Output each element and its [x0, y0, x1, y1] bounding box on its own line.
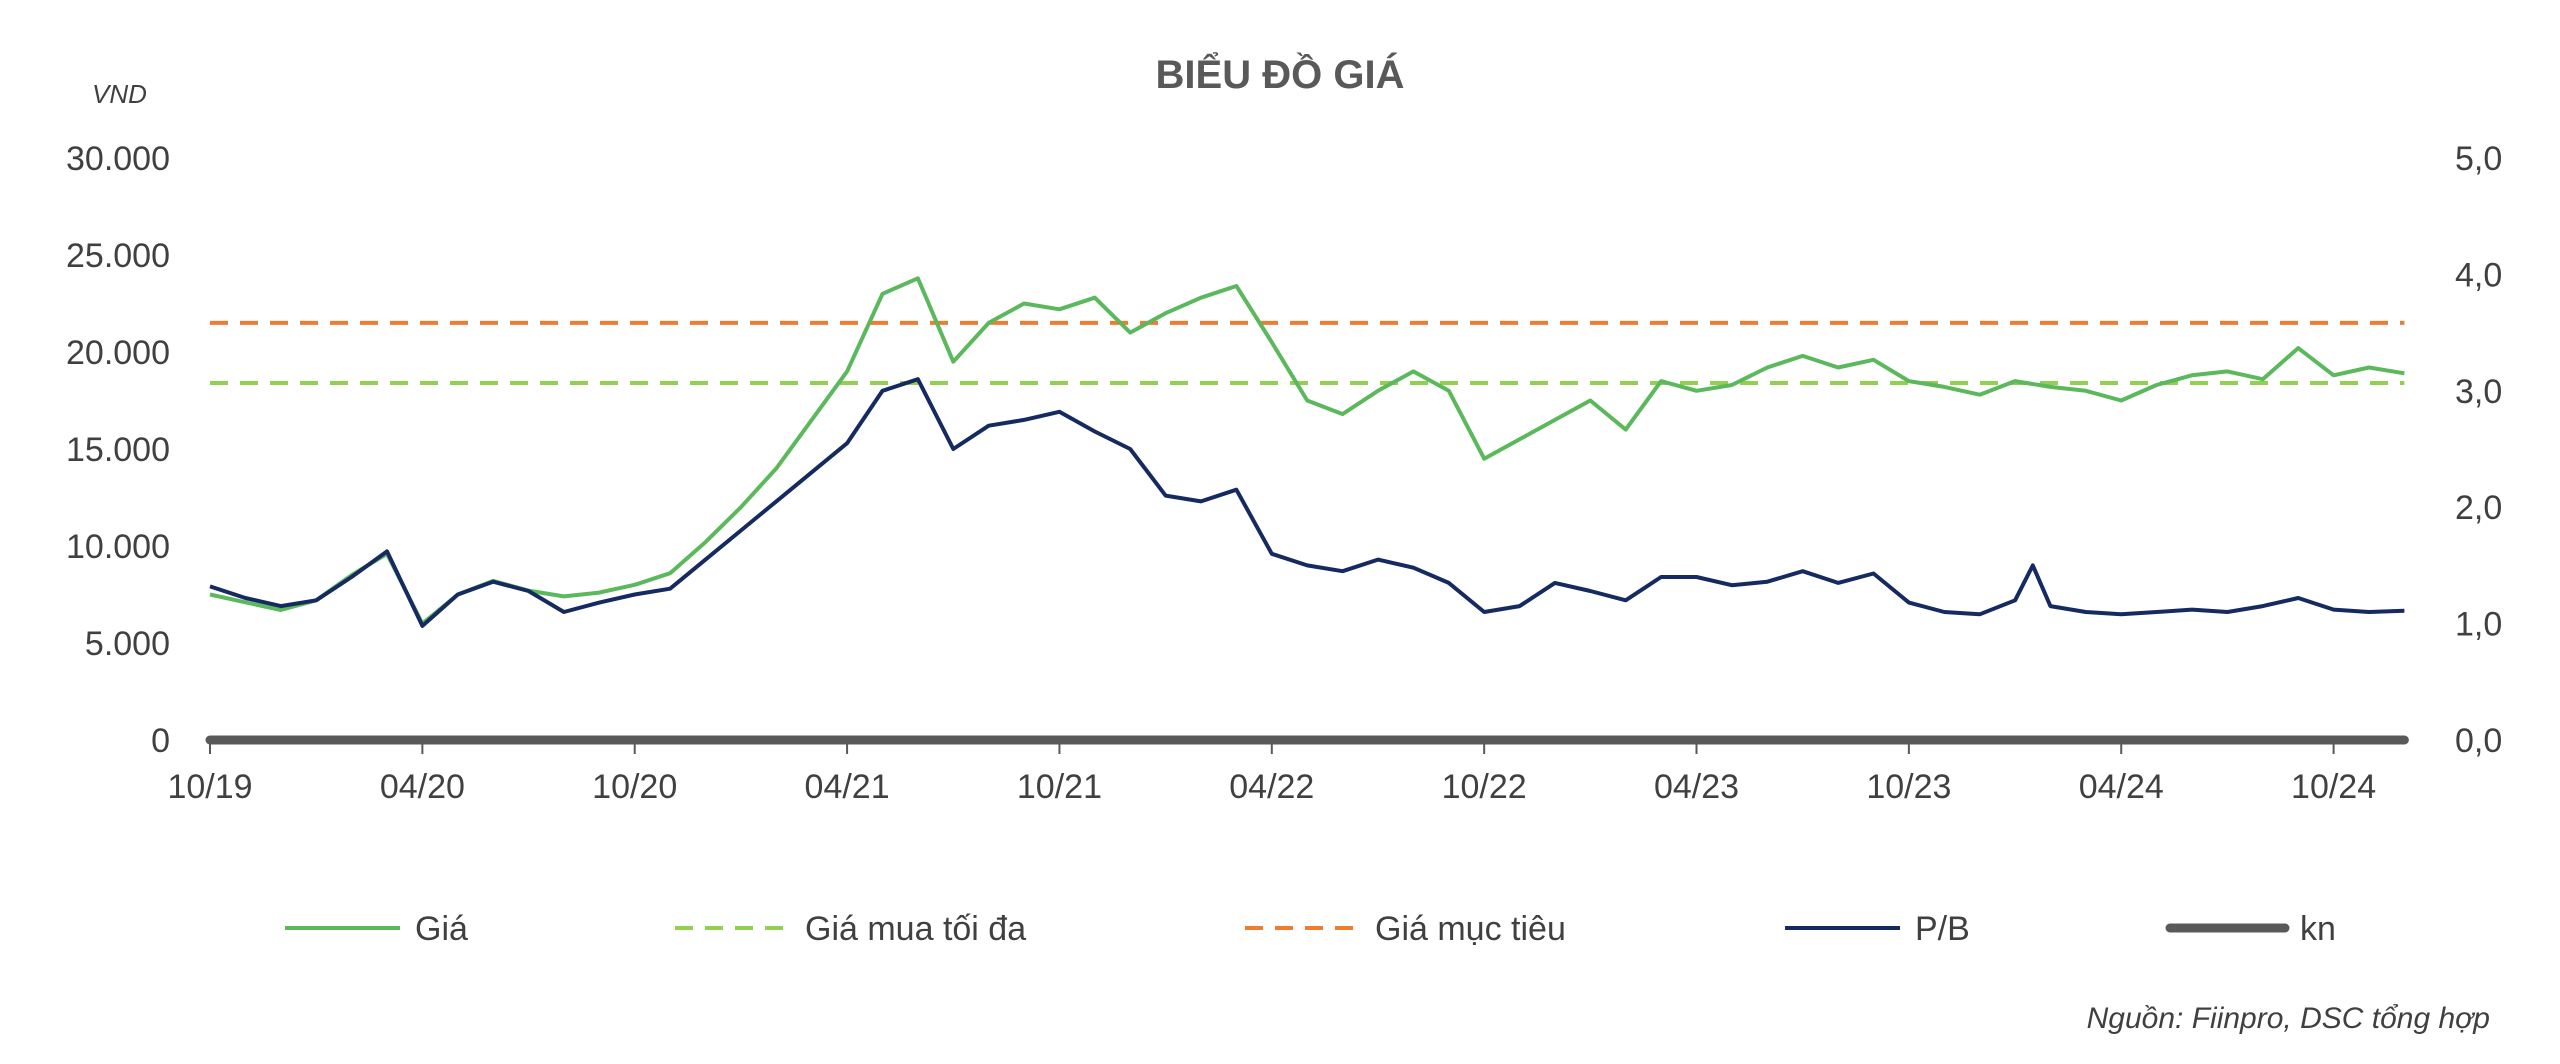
legend-label: Giá mua tối đa	[805, 910, 1026, 948]
x-tick-label: 04/21	[805, 768, 890, 806]
legend-label: Giá	[415, 910, 468, 948]
left-axis-unit: VND	[92, 79, 147, 109]
right-tick-label: 1,0	[2455, 606, 2502, 644]
x-tick-label: 04/22	[1229, 768, 1314, 806]
x-tick-label: 10/19	[167, 768, 252, 806]
legend: Giá Giá mua tối đa Giá mục tiêu P/B kn	[285, 910, 2336, 948]
right-tick-label: 0,0	[2455, 722, 2502, 760]
chart-title: BIỂU ĐỒ GIÁ	[1156, 50, 1405, 97]
right-tick-label: 2,0	[2455, 489, 2502, 527]
right-tick-label: 5,0	[2455, 140, 2502, 178]
source-note: Nguồn: Fiinpro, DSC tổng hợp	[2087, 1002, 2490, 1035]
left-tick-label: 5.000	[85, 625, 170, 663]
x-tick-label: 10/23	[1866, 768, 1951, 806]
left-tick-label: 20.000	[66, 334, 170, 372]
series-line	[209, 377, 2405, 628]
series-line	[209, 276, 2405, 626]
left-axis-ticks: 0 5.000 10.000 15.000 20.000 25.000 30.000	[66, 140, 170, 760]
x-axis-ticks: 10/19 04/20 10/20 04/21 10/21 04/22 10/22 04/23…	[167, 740, 2376, 806]
legend-label: P/B	[1915, 910, 1970, 948]
x-tick-label: 10/22	[1442, 768, 1527, 806]
x-tick-label: 04/23	[1654, 768, 1739, 806]
x-tick-label: 04/24	[2079, 768, 2164, 806]
right-tick-label: 3,0	[2455, 373, 2502, 411]
x-tick-label: 10/21	[1017, 768, 1102, 806]
right-tick-label: 4,0	[2455, 256, 2502, 294]
legend-label: kn	[2300, 910, 2336, 948]
left-tick-label: 30.000	[66, 140, 170, 178]
x-tick-label: 10/24	[2291, 768, 2376, 806]
series-layer	[205, 276, 2409, 745]
left-tick-label: 25.000	[66, 237, 170, 275]
left-tick-label: 15.000	[66, 431, 170, 469]
left-tick-label: 0	[151, 722, 170, 760]
legend-label: Giá mục tiêu	[1375, 910, 1566, 948]
x-tick-label: 04/20	[380, 768, 465, 806]
right-axis-ticks: 0,0 1,0 2,0 3,0 4,0 5,0	[2455, 140, 2502, 760]
x-tick-label: 10/20	[592, 768, 677, 806]
left-tick-label: 10.000	[66, 528, 170, 566]
